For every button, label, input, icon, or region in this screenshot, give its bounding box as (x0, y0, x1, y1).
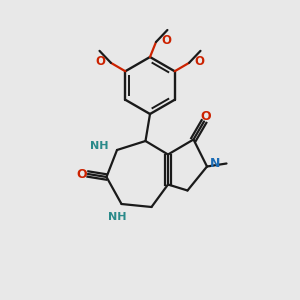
Text: O: O (194, 55, 205, 68)
Text: O: O (200, 110, 211, 124)
Text: N: N (209, 157, 220, 170)
Text: NH: NH (90, 141, 109, 152)
Text: NH: NH (108, 212, 126, 222)
Text: O: O (76, 167, 87, 181)
Text: O: O (95, 55, 106, 68)
Text: O: O (161, 34, 171, 47)
